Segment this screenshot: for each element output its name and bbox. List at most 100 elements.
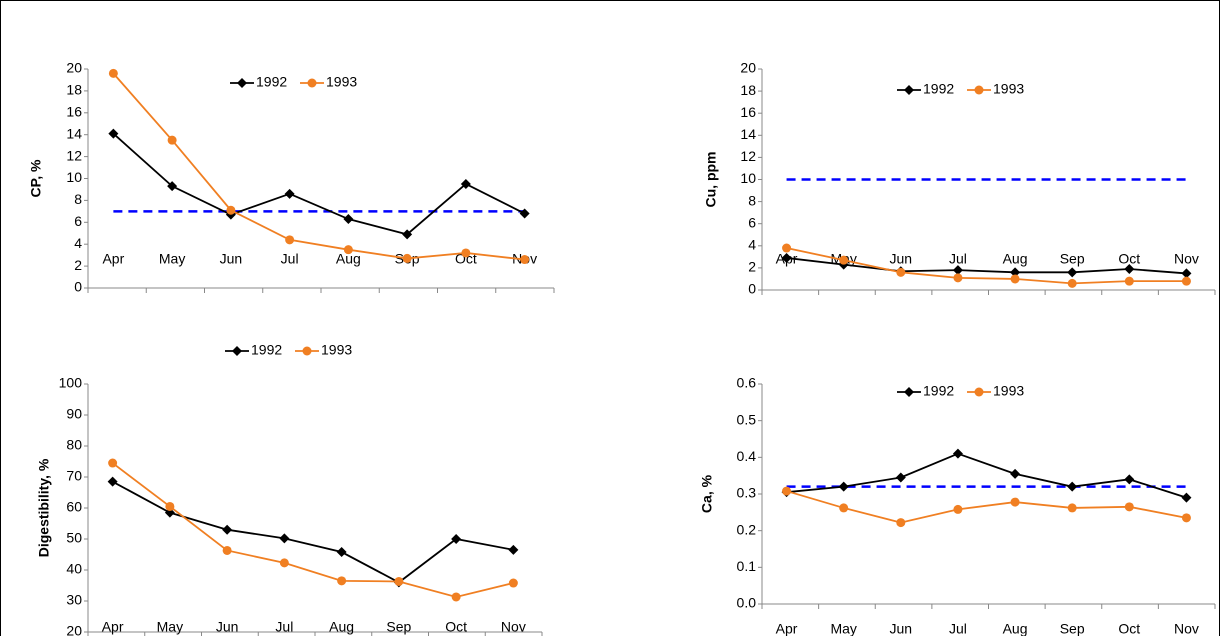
x-tick-label: Jun [216,619,239,635]
data-point [394,576,404,586]
y-tick-label: 12 [66,147,82,163]
data-point [164,507,175,518]
data-point [108,128,119,139]
y-tick-label: 18 [66,82,82,98]
data-point [226,205,236,215]
data-point [952,448,963,459]
x-tick-label: May [157,619,183,635]
x-tick-label: Jul [281,251,299,267]
y-tick-label: 16 [740,104,756,120]
data-point [953,273,963,283]
data-point [461,248,471,258]
y-tick-label: 14 [740,126,756,142]
x-tick-label: Sep [386,619,411,635]
x-tick-label: Sep [1060,251,1085,267]
y-tick-label: 8 [74,191,82,207]
y-tick-label: 20 [66,623,82,636]
data-point [895,472,906,483]
data-point [222,524,233,535]
data-point [1010,468,1021,479]
x-tick-label: Nov [1174,251,1199,267]
data-point [839,255,849,265]
y-tick-label: 12 [740,148,756,164]
legend-label: 1992 [923,81,954,97]
legend-label: 1992 [256,74,287,90]
series-line [112,132,526,236]
data-point [1124,502,1134,512]
data-point [1067,503,1077,513]
data-point [508,544,519,555]
x-tick-label: Oct [455,251,477,267]
y-tick-label: 6 [748,214,756,230]
data-point [1181,492,1192,503]
x-tick-label: Apr [102,619,124,635]
data-point [952,265,963,276]
data-point [1067,278,1077,288]
data-point [781,252,792,263]
data-point [520,255,530,265]
y-tick-label: 0.6 [737,375,757,391]
y-tick-label: 4 [74,235,82,251]
series-line [786,452,1187,499]
data-point [838,481,849,492]
data-point [222,545,232,555]
y-tick-label: 100 [59,375,83,391]
y-tick-label: 60 [66,499,82,515]
legend-marker [974,85,984,95]
y-axis-label: Digestibility, % [36,458,52,557]
y-tick-label: 2 [74,257,82,273]
y-tick-label: 0.1 [737,558,757,574]
data-point [1124,474,1135,485]
data-point [167,181,178,192]
y-tick-label: 16 [66,104,82,120]
y-tick-label: 70 [66,468,82,484]
data-point [782,243,792,253]
legend-label: 1993 [993,383,1024,399]
x-tick-label: Oct [1118,621,1140,636]
data-point [1010,267,1021,278]
series-line [786,490,1187,524]
y-tick-label: 20 [740,60,756,76]
data-point [782,486,792,496]
legend-marker [974,387,984,397]
x-tick-label: May [159,251,185,267]
series-line [786,257,1187,275]
x-tick-label: Apr [102,251,124,267]
legend-label: 1993 [326,74,357,90]
data-point [108,458,118,468]
data-point [1181,276,1191,286]
x-tick-label: Jul [949,251,967,267]
x-tick-label: Jun [220,251,243,267]
x-tick-label: Nov [1174,621,1199,636]
data-point [1010,497,1020,507]
data-point [279,558,289,568]
data-point [1124,276,1134,286]
legend-label: 1992 [251,342,282,358]
legend-marker [904,387,914,397]
x-tick-label: Jul [275,619,293,635]
x-tick-label: Jun [890,251,913,267]
x-tick-label: Jul [949,621,967,636]
x-tick-label: Aug [336,251,361,267]
x-tick-label: Jun [890,621,913,636]
y-tick-label: 40 [66,561,82,577]
legend-marker [232,346,242,356]
data-point [1124,264,1135,275]
data-point [402,229,413,240]
data-point [165,501,175,511]
x-tick-label: Aug [329,619,354,635]
data-point [1181,513,1191,523]
y-tick-label: 0.5 [737,411,757,427]
data-point [402,253,412,263]
data-point [1181,268,1192,279]
series-line [786,247,1187,285]
legend-marker [237,78,247,88]
x-tick-label: Oct [445,619,467,635]
data-point [896,518,906,528]
y-tick-label: 14 [66,125,82,141]
data-point [343,245,353,255]
legend-label: 1992 [923,383,954,399]
y-tick-label: 30 [66,592,82,608]
